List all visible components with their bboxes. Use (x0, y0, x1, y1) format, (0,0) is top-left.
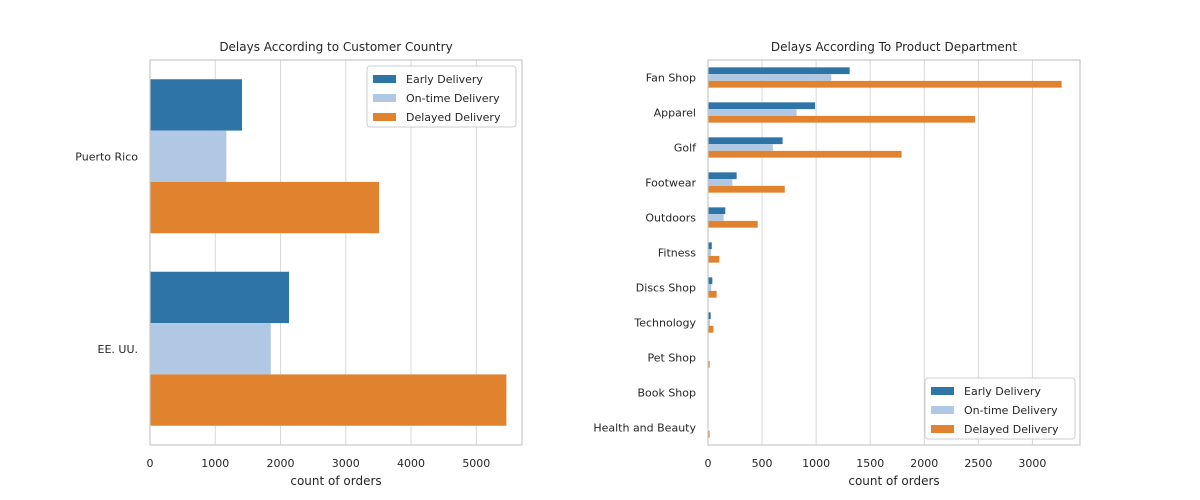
bar-ee-uu-delayed-delivery (150, 374, 507, 426)
x-tick-label: 1000 (201, 457, 229, 470)
x-tick-label: 1000 (802, 457, 830, 470)
bar-outdoors-delayed-delivery (708, 220, 758, 228)
bar-fan-shop-early-delivery (708, 67, 850, 75)
bar-golf-early-delivery (708, 137, 783, 145)
legend-label: Early Delivery (406, 73, 483, 86)
y-tick-label: Apparel (654, 107, 696, 120)
x-tick-label: 3000 (332, 457, 360, 470)
bar-fitness-on-time-delivery (708, 249, 712, 256)
y-tick-label: Technology (633, 317, 696, 330)
bar-golf-on-time-delivery (708, 144, 773, 151)
bar-apparel-early-delivery (708, 102, 816, 110)
y-tick-label: Fitness (658, 247, 696, 260)
bar-fan-shop-on-time-delivery (708, 74, 832, 81)
legend-swatch (931, 387, 954, 395)
legend-label: Early Delivery (964, 385, 1041, 398)
legend-label: Delayed Delivery (964, 423, 1059, 436)
y-tick-label: Puerto Rico (75, 150, 138, 163)
y-tick-label: Outdoors (645, 212, 696, 225)
y-tick-label: Fan Shop (646, 72, 696, 85)
bar-footwear-early-delivery (708, 172, 737, 180)
x-tick-label: 1500 (856, 457, 884, 470)
y-tick-label: Health and Beauty (593, 422, 696, 435)
bar-technology-delayed-delivery (708, 325, 714, 333)
legend-swatch (373, 75, 396, 83)
customer-country-chart: Puerto Rico EE. UU. 0 1000 2000 3000 4000 5000 c… (75, 40, 523, 488)
chart-title: Delays According to Customer Country (219, 40, 452, 54)
y-tick-label: Golf (674, 142, 697, 155)
x-tick-label: 4000 (397, 457, 425, 470)
bar-health-and-beauty-delayed-delivery (708, 430, 710, 438)
legend-label: On-time Delivery (964, 404, 1058, 417)
legend-swatch (931, 406, 954, 414)
y-tick-label: EE. UU. (98, 343, 139, 356)
bar-outdoors-on-time-delivery (708, 214, 724, 221)
legend-swatch (373, 113, 396, 121)
product-department-chart: Fan Shop Apparel Golf Footwear Outdoors Fitne… (593, 40, 1081, 488)
bar-puerto-rico-delayed-delivery (150, 181, 380, 234)
legend-label: Delayed Delivery (406, 111, 501, 124)
bar-golf-delayed-delivery (708, 150, 902, 158)
x-tick-label: 0 (705, 457, 712, 470)
bar-footwear-delayed-delivery (708, 185, 785, 193)
legend-box (366, 65, 517, 128)
x-tick-label: 2000 (910, 457, 938, 470)
bar-fan-shop-delayed-delivery (708, 80, 1062, 88)
bar-apparel-delayed-delivery (708, 115, 976, 123)
legend-swatch (373, 94, 396, 102)
x-tick-label: 2000 (267, 457, 295, 470)
x-tick-label: 0 (147, 457, 154, 470)
plot-frame (149, 59, 523, 446)
bar-ee-uu-on-time-delivery (150, 323, 271, 375)
legend-box (924, 377, 1076, 440)
y-tick-label: Discs Shop (636, 282, 696, 295)
bar-puerto-rico-early-delivery (150, 79, 243, 131)
plot-frame (707, 59, 1081, 446)
bar-discs-shop-on-time-delivery (708, 284, 712, 291)
bar-apparel-on-time-delivery (708, 109, 797, 116)
bar-technology-on-time-delivery (708, 319, 710, 326)
bar-puerto-rico-on-time-delivery (150, 130, 227, 182)
bar-outdoors-early-delivery (708, 207, 726, 215)
x-tick-label: 5000 (462, 457, 490, 470)
x-tick-label: 500 (752, 457, 773, 470)
x-tick-label: 2500 (964, 457, 992, 470)
x-tick-label: 3000 (1018, 457, 1046, 470)
bar-fitness-delayed-delivery (708, 255, 720, 263)
legend-label: On-time Delivery (406, 92, 500, 105)
bar-discs-shop-early-delivery (708, 277, 713, 285)
bar-fitness-early-delivery (708, 242, 712, 250)
y-tick-label: Footwear (645, 177, 696, 190)
bar-pet-shop-delayed-delivery (708, 360, 710, 368)
y-tick-label: Pet Shop (648, 352, 697, 365)
bar-technology-early-delivery (708, 312, 711, 320)
bar-discs-shop-delayed-delivery (708, 290, 717, 298)
legend-swatch (931, 425, 954, 433)
chart-title: Delays According To Product Department (771, 40, 1017, 54)
bar-footwear-on-time-delivery (708, 179, 733, 186)
x-axis-label: count of orders (290, 474, 381, 488)
bar-ee-uu-early-delivery (150, 271, 290, 324)
y-tick-label: Book Shop (637, 387, 696, 400)
x-axis-label: count of orders (848, 474, 939, 488)
